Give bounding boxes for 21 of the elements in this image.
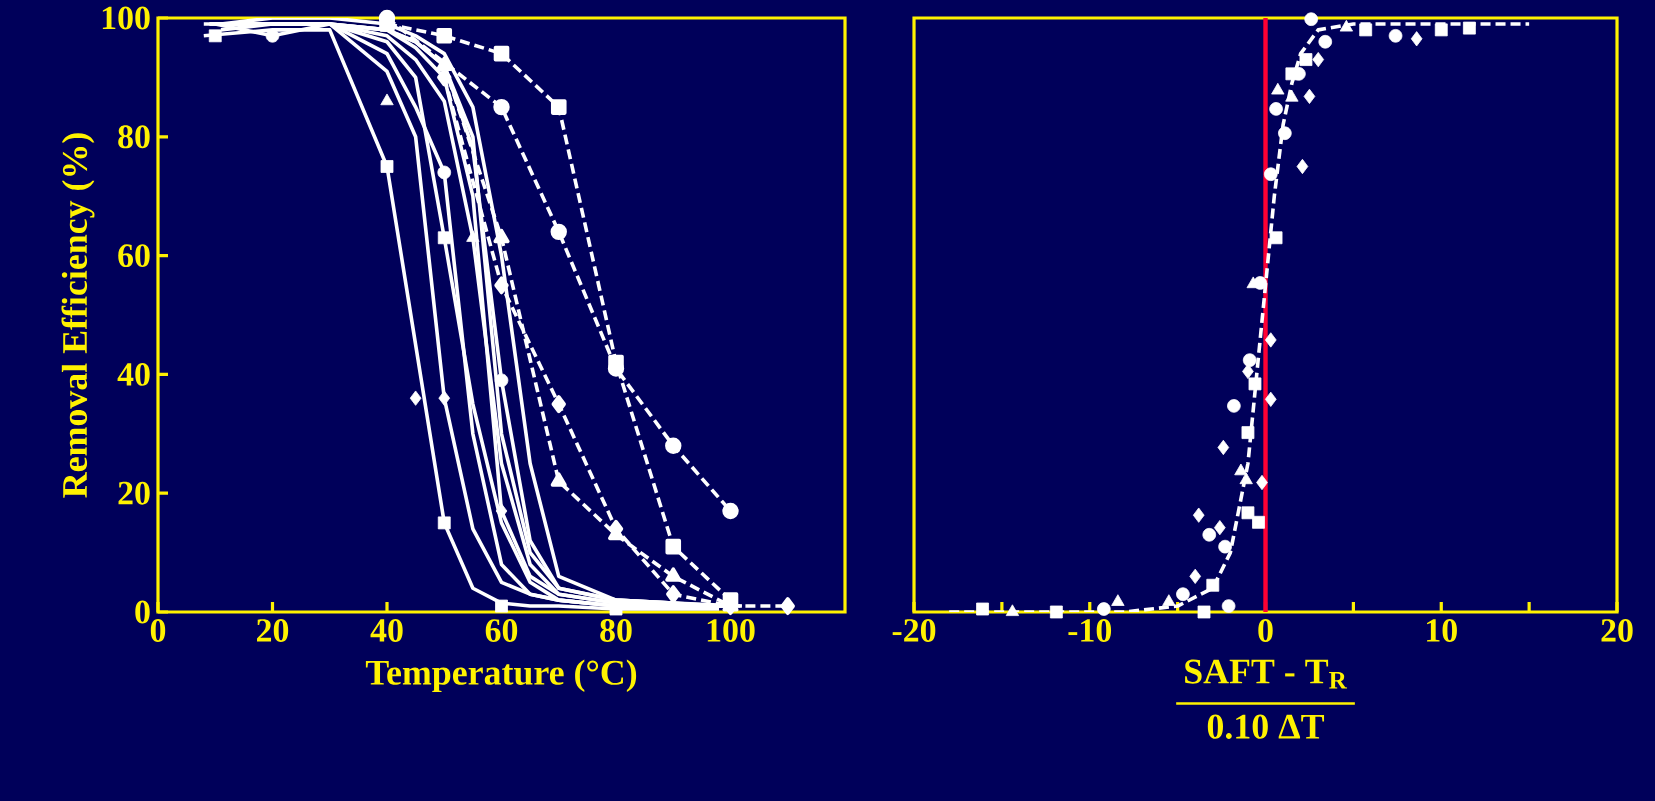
y-tick-label: 100 <box>102 6 150 30</box>
y-axis-title: Removal Efficiency (%) <box>61 133 95 498</box>
x-tick-label: 40 <box>370 619 403 642</box>
x-tick-label: 60 <box>485 619 518 642</box>
y-tick-label: 40 <box>117 362 150 386</box>
x-tick-label: -10 <box>1068 619 1112 642</box>
x-axis-title: Temperature (°C) <box>365 659 637 693</box>
text: 0.10 ΔT <box>1207 714 1325 739</box>
x-tick-label: 20 <box>1601 619 1633 642</box>
x-tick-label: 20 <box>257 619 289 642</box>
x-axis-title: SAFT - T$_{R}$ <box>1185 659 1348 689</box>
x-tick-label: 100 <box>707 619 755 642</box>
y-tick-label: 60 <box>118 244 150 268</box>
x-tick-label: 80 <box>600 619 632 642</box>
x-tick-label: 0 <box>1258 619 1273 642</box>
y-tick-label: 20 <box>118 481 150 505</box>
y-tick-label: 0 <box>135 600 150 624</box>
x-tick-label: 10 <box>1427 619 1457 642</box>
x-tick-label: -20 <box>892 619 936 642</box>
x-tick-label: 0 <box>150 619 166 642</box>
y-tick-label: 80 <box>118 125 150 149</box>
